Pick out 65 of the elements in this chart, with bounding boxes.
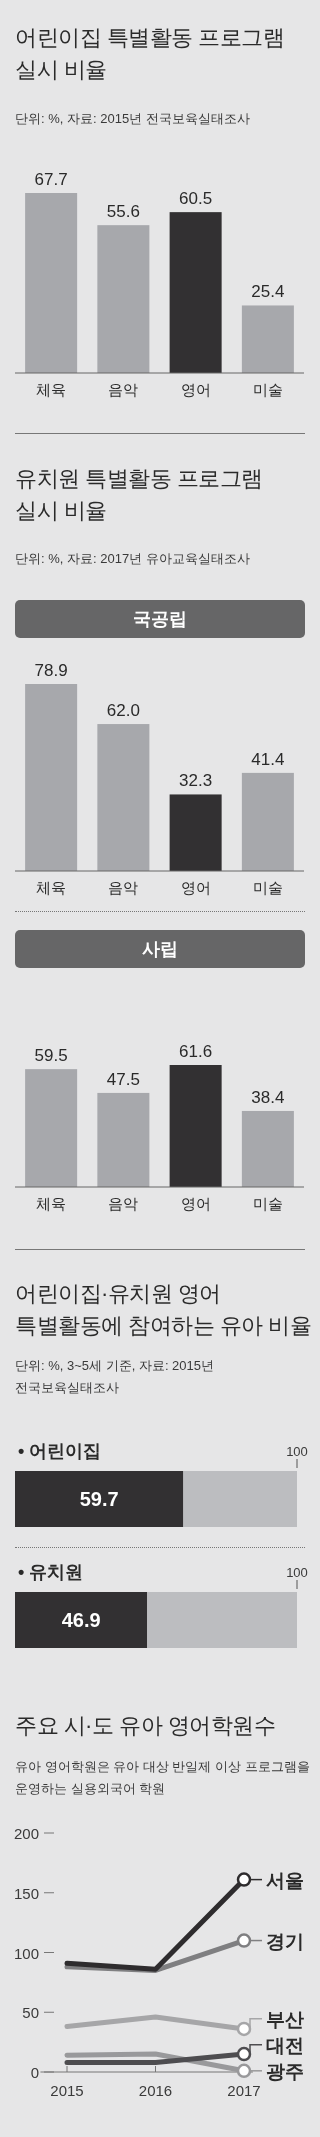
bar — [241, 305, 294, 373]
bar — [25, 684, 78, 871]
text: 100 — [286, 1444, 308, 1459]
bar — [97, 225, 150, 373]
chart-subtitle: 단위: %, 자료: 2017년 유아교육실태조사 — [15, 550, 251, 568]
legend-label: 경기 — [266, 1930, 304, 1952]
data-label: 38.4 — [251, 1087, 285, 1107]
data-label: 25.4 — [251, 282, 285, 302]
data-label: 61.6 — [179, 1042, 213, 1061]
legend-label: 부산 — [266, 2008, 304, 2030]
chart-title: 사립 — [15, 930, 305, 968]
data-label: 67.7 — [34, 170, 68, 189]
y-tick-label: 100 — [13, 1944, 39, 1962]
x-tick-label: 미술 — [252, 1195, 283, 1212]
data-label: 55.6 — [106, 202, 140, 222]
bar — [25, 193, 78, 373]
x-tick-label: 음악 — [108, 879, 139, 896]
bar — [25, 1069, 78, 1187]
bar — [97, 1092, 150, 1187]
chart-title: 어린이집·유치원 영어 특별활동에 참여하는 유아 비율 — [15, 1280, 313, 1340]
legend-label: 대전 — [266, 2034, 304, 2056]
x-tick-label: 영어 — [180, 381, 211, 398]
x-tick-label: 영어 — [180, 879, 211, 896]
x-tick-label: 2017 — [227, 2082, 261, 2099]
x-tick-label: 음악 — [108, 1195, 139, 1212]
data-label: 32.3 — [179, 771, 213, 791]
x-tick-label: 영어 — [180, 1195, 211, 1212]
text: 국공립 — [15, 600, 305, 638]
bar — [169, 794, 222, 871]
data-label: 62.0 — [106, 701, 140, 721]
chart-subtitle: 단위: %, 3~5세 기준, 자료: 2015년 전국보육실태조사 — [15, 1357, 216, 1397]
legend-label: 서울 — [266, 1869, 304, 1891]
y-tick-label: 0 — [30, 2064, 39, 2081]
legend-label: 광주 — [266, 2060, 304, 2082]
chart-subtitle: 단위: %, 자료: 2015년 전국보육실태조사 — [15, 110, 251, 128]
x-tick-label: 2016 — [138, 2082, 173, 2099]
x-tick-label: 체육 — [36, 879, 67, 896]
text: 100 — [286, 1565, 308, 1580]
bar — [169, 212, 222, 373]
data-label: 47.5 — [106, 1069, 140, 1089]
chart-title: 어린이집 특별활동 프로그램 실시 비율 — [15, 24, 286, 84]
x-tick-label: 2015 — [50, 2082, 84, 2099]
data-label: 46.9 — [61, 1609, 101, 1631]
x-tick-label: 음악 — [108, 381, 139, 398]
x-tick-label: 미술 — [252, 879, 283, 896]
data-label: 59.5 — [34, 1046, 68, 1066]
x-tick-label: 미술 — [252, 381, 283, 398]
bar — [169, 1065, 222, 1187]
data-label: 41.4 — [251, 749, 285, 769]
bar — [241, 1110, 294, 1187]
bar — [241, 772, 294, 871]
chart-title: • 유치원 — [18, 1561, 84, 1584]
x-tick-label: 체육 — [36, 381, 67, 398]
text: • 어린이집 — [18, 1440, 102, 1463]
chart-subtitle: 유아 영어학원은 유아 대상 반일제 이상 프로그램을 운영하는 실용외국어 학원 — [15, 1758, 310, 1798]
data-label: 78.9 — [34, 661, 68, 680]
chart-title: 유치원 특별활동 프로그램 실시 비율 — [15, 465, 264, 525]
data-label: 60.5 — [179, 189, 213, 209]
y-tick-label: 50 — [22, 2004, 39, 2022]
chart-title: 주요 시·도 유아 영어학원수 — [15, 1712, 277, 1740]
y-tick-label: 150 — [13, 1884, 39, 1902]
data-label: 59.7 — [79, 1488, 119, 1510]
y-tick-label: 200 — [13, 1825, 39, 1842]
bar — [97, 724, 150, 871]
x-tick-label: 체육 — [36, 1195, 67, 1212]
